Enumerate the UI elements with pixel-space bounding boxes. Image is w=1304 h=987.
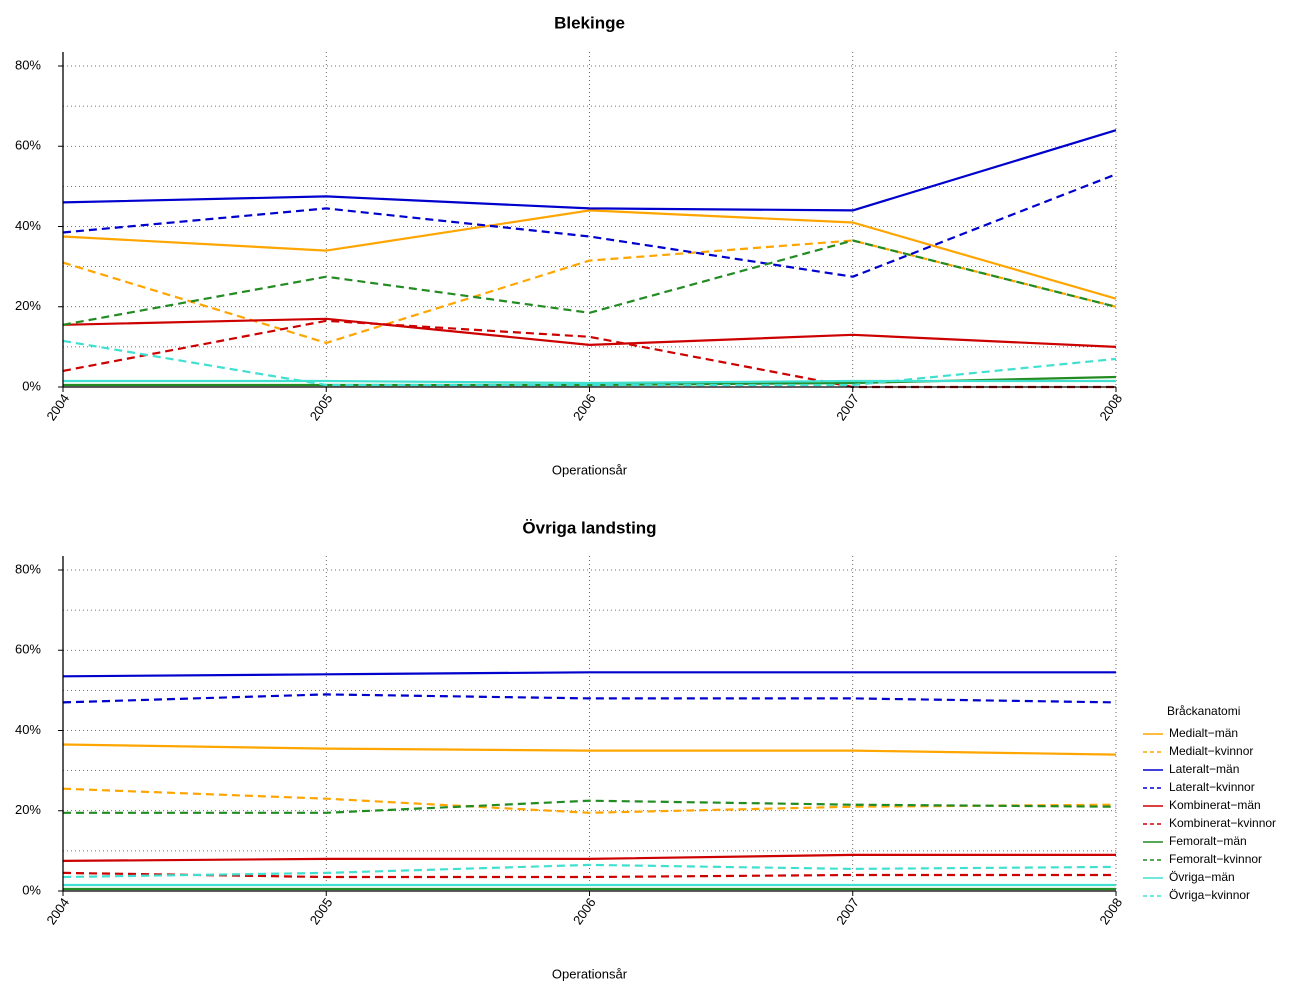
series-line-2-3	[62, 671, 1116, 678]
legend-item-label: Kombinerat−kvinnor	[1169, 816, 1276, 830]
chart-title: Blekinge	[554, 13, 625, 32]
x-tick-label: 2005	[307, 391, 336, 423]
y-tick-label: 60%	[15, 642, 41, 657]
series-line-1-2	[62, 239, 1117, 344]
legend-item-label: Lateralt−män	[1169, 762, 1239, 776]
chart-panel-2: Övriga landsting 0% 20% 40% 60% 80% 2004 2005 20…	[15, 518, 1276, 981]
y-tick-label: 0%	[22, 378, 41, 393]
chart-title: Övriga landsting	[522, 518, 656, 537]
y-tick-label: 20%	[15, 298, 41, 313]
x-tick-label: 2008	[1096, 391, 1125, 423]
y-tick-label: 80%	[15, 561, 41, 576]
series-line-1-4	[62, 173, 1117, 278]
series-line-1-6	[62, 319, 1116, 389]
series-line-1-5	[62, 317, 1117, 348]
chart-legend: Bråckanatomi Medialt−män Medialt−kvinnor La…	[1143, 704, 1276, 902]
series-line-1-1	[62, 209, 1117, 300]
x-tick-label: 2005	[307, 895, 336, 927]
series-line-2-5	[62, 853, 1116, 862]
series-line-1-10	[62, 339, 1117, 387]
y-tick-label: 0%	[22, 882, 41, 897]
legend-item-label: Femoralt−män	[1169, 834, 1247, 848]
legend-item-label: Kombinerat−män	[1169, 798, 1261, 812]
y-tick-label: 80%	[15, 57, 41, 72]
y-tick-label: 40%	[15, 218, 41, 233]
series-line-1-3	[62, 129, 1117, 212]
y-tick-label: 20%	[15, 802, 41, 817]
x-tick-label: 2007	[833, 895, 862, 927]
series-line-2-10	[62, 863, 1117, 879]
legend-item-label: Femoralt−kvinnor	[1169, 852, 1262, 866]
grid-vertical	[62, 556, 1117, 891]
x-tick-label: 2007	[833, 391, 862, 423]
series-line-1-9	[63, 379, 1116, 385]
y-tick-label: 40%	[15, 722, 41, 737]
chart-panel-1: Blekinge 0% 20% 40% 60% 80% 2004 2005 2006 2007 20…	[15, 13, 1125, 477]
series-group	[62, 671, 1117, 891]
x-axis-title: Operationsår	[552, 462, 628, 477]
legend-item-label: Medialt−kvinnor	[1169, 744, 1253, 758]
legend-item-label: Lateralt−kvinnor	[1169, 780, 1255, 794]
x-tick-label: 2004	[43, 895, 72, 927]
x-tick-label: 2006	[570, 895, 599, 927]
x-tick-label: 2004	[43, 391, 72, 423]
y-tick-label: 60%	[15, 138, 41, 153]
x-tick-label: 2006	[570, 391, 599, 423]
series-line-1-8	[62, 239, 1117, 326]
grid-vertical	[62, 52, 1117, 387]
legend-item-label: Övriga−kvinnor	[1169, 888, 1250, 902]
series-line-2-8	[63, 799, 1117, 814]
series-line-2-4	[62, 693, 1117, 704]
x-tick-label: 2008	[1096, 895, 1125, 927]
legend-item-label: Medialt−män	[1169, 726, 1238, 740]
x-axis-title: Operationsår	[552, 966, 628, 981]
legend-title: Bråckanatomi	[1167, 704, 1240, 718]
series-line-2-1	[62, 743, 1117, 756]
legend-item-label: Övriga−män	[1169, 870, 1235, 884]
series-line-2-6	[62, 871, 1116, 879]
